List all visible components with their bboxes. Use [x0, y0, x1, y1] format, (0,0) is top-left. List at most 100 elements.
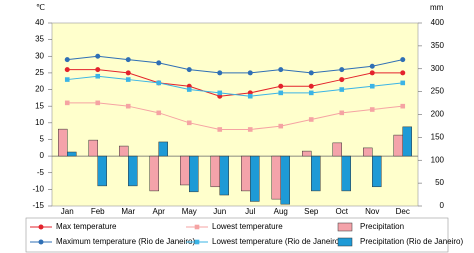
- x-tick-label: Aug: [274, 207, 288, 216]
- bar: [219, 155, 229, 196]
- y-tick-label: 35: [35, 35, 44, 44]
- legend-marker: [194, 224, 200, 230]
- point: [247, 93, 253, 99]
- y2-tick-label: 300: [431, 64, 445, 73]
- point: [95, 100, 101, 106]
- bar: [241, 155, 251, 192]
- y2-tick-label: 150: [431, 132, 445, 141]
- bar: [189, 155, 199, 193]
- point: [369, 70, 375, 76]
- y2-tick-label: 200: [431, 110, 445, 119]
- point: [125, 103, 131, 109]
- y-tick-label: 0: [40, 151, 45, 160]
- bar: [128, 155, 138, 187]
- bar: [119, 145, 129, 157]
- point: [186, 87, 192, 92]
- y-tick-label: -15: [32, 201, 44, 210]
- y2-tick-label: 50: [435, 178, 444, 187]
- point: [217, 90, 223, 96]
- bar: [393, 134, 403, 157]
- y2-tick-label: 250: [431, 87, 445, 96]
- x-tick-label: Mar: [121, 207, 135, 216]
- point: [369, 83, 375, 89]
- point: [95, 53, 101, 59]
- y-tick-label: 30: [35, 51, 44, 60]
- point: [369, 63, 375, 69]
- point: [125, 77, 131, 82]
- bar: [210, 155, 220, 188]
- point: [400, 70, 406, 76]
- point: [400, 80, 406, 86]
- plot-area: [51, 22, 419, 207]
- y-tick-label: 25: [35, 68, 44, 77]
- x-tick-label: Apr: [153, 207, 166, 216]
- point: [95, 73, 101, 79]
- point: [156, 60, 162, 66]
- point: [64, 57, 70, 63]
- legend-label: Max temperature: [56, 222, 117, 231]
- legend: [25, 217, 449, 253]
- y-tick-label: 15: [35, 101, 44, 110]
- point: [156, 80, 162, 86]
- line: [67, 55, 403, 74]
- y-tick-label: 20: [35, 85, 44, 94]
- x-tick-label: Sep: [304, 207, 319, 216]
- x-tick-label: Dec: [396, 207, 410, 216]
- bar: [58, 128, 68, 157]
- point: [156, 110, 162, 116]
- point: [339, 110, 345, 116]
- bar: [67, 151, 77, 157]
- bar: [402, 126, 412, 157]
- point: [64, 67, 70, 73]
- bar: [271, 155, 281, 200]
- bar: [158, 141, 168, 157]
- point: [400, 57, 406, 63]
- bar: [88, 139, 98, 157]
- point: [339, 67, 345, 73]
- bar: [280, 155, 290, 205]
- legend-marker: [38, 224, 44, 230]
- point: [308, 90, 314, 96]
- point: [186, 120, 192, 126]
- legend-swatch: [337, 237, 353, 247]
- y2-tick-label: 400: [431, 18, 445, 27]
- point: [217, 70, 223, 76]
- point: [278, 123, 284, 129]
- point: [217, 127, 223, 132]
- y-tick-label: 40: [35, 18, 44, 27]
- x-tick-label: Jul: [245, 207, 255, 216]
- legend-label: Lowest temperature (Rio de Janeiro): [212, 237, 342, 246]
- y-tick-label: 5: [40, 135, 45, 144]
- bar: [372, 155, 382, 188]
- point: [369, 107, 375, 112]
- point: [339, 77, 345, 83]
- point: [125, 57, 131, 63]
- y2-tick-label: 0: [440, 201, 445, 210]
- point: [247, 70, 253, 76]
- y-tick-label: -5: [37, 168, 45, 177]
- point: [278, 83, 284, 89]
- point: [278, 90, 284, 96]
- y-axis-label: ℃: [36, 3, 45, 12]
- point: [186, 67, 192, 73]
- x-tick-label: Nov: [365, 207, 379, 216]
- point: [308, 70, 314, 76]
- point: [308, 83, 314, 89]
- point: [278, 67, 284, 73]
- y2-axis-label: mm: [430, 3, 444, 12]
- x-tick-label: Jun: [213, 207, 226, 216]
- legend-label: Lowest temperature: [212, 222, 283, 231]
- y-tick-label: -10: [32, 184, 44, 193]
- point: [339, 87, 345, 92]
- point: [308, 117, 314, 122]
- legend-marker: [38, 239, 44, 245]
- line: [67, 75, 403, 97]
- legend-label: Maximum temperature (Rio de Janeiro): [56, 237, 195, 246]
- bar: [250, 155, 260, 202]
- legend-label: Precipitation (Rio de Janeiro): [360, 237, 463, 246]
- point: [400, 103, 406, 109]
- legend-label: Precipitation: [360, 222, 404, 231]
- legend-marker: [194, 239, 200, 245]
- bar: [97, 155, 107, 187]
